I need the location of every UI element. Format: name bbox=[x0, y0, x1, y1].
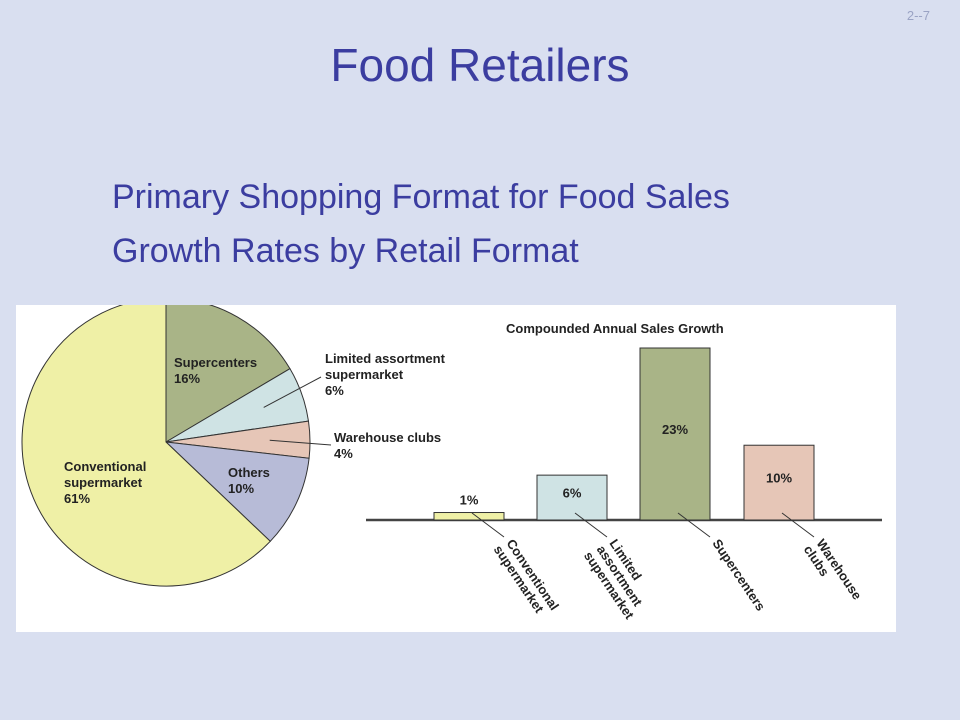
bar-leader-supercenters bbox=[677, 512, 711, 538]
pie-slice-supercenters bbox=[165, 305, 291, 443]
pie-label-warehouse-clubs: Warehouse clubs 4% bbox=[334, 430, 441, 461]
pie-leader-warehouse-clubs bbox=[269, 439, 332, 446]
bar-supercenters bbox=[639, 347, 711, 521]
bar-value-label-supercenters: 23% bbox=[662, 422, 688, 437]
bar-leader-limited-assortment-supermarket bbox=[574, 512, 608, 538]
bar-category-label-warehouse-clubs: Warehouseclubs bbox=[801, 535, 865, 611]
bar-warehouse-clubs bbox=[743, 444, 815, 521]
bar-category-line: Supercenters bbox=[710, 536, 769, 613]
pie-label-conventional-line: 61% bbox=[64, 491, 90, 506]
bar-leader-conventional-supermarket bbox=[471, 512, 505, 538]
bar-limited-assortment-supermarket bbox=[536, 474, 608, 521]
bar-leader-warehouse-clubs bbox=[781, 512, 815, 538]
bar-category-label-conventional-supermarket: Conventionalsupermarket bbox=[491, 535, 562, 621]
bullet-primary-shopping-format: Primary Shopping Format for Food Sales bbox=[112, 178, 730, 216]
pie-label-supercenters-line: Supercenters bbox=[174, 355, 257, 370]
bar-chart: Compounded Annual Sales Growth 1% Conventi… bbox=[366, 321, 882, 622]
pie-label-limited-assortment-line: 6% bbox=[325, 383, 344, 398]
bar-chart-title: Compounded Annual Sales Growth bbox=[506, 321, 724, 336]
pie-label-limited-assortment-line: Limited assortment bbox=[325, 351, 446, 366]
pie-label-limited-assortment: Limited assortment supermarket 6% bbox=[325, 351, 446, 398]
chart-figure: Supercenters 16% Limited assortment superma… bbox=[16, 305, 896, 632]
bar-value-label-limited-assortment-supermarket: 6% bbox=[563, 486, 582, 501]
pie-slice-conventional bbox=[21, 305, 271, 587]
bar-value-label-conventional-supermarket: 1% bbox=[460, 493, 479, 508]
pie-label-others: Others 10% bbox=[228, 465, 270, 496]
pie-slice-others bbox=[164, 441, 310, 543]
bar-category-text: Conventionalsupermarket bbox=[491, 535, 562, 621]
bar-category-text: Limitedassortmentsupermarket bbox=[581, 533, 661, 622]
bar-category-text: Supercenters bbox=[710, 536, 769, 613]
pie-label-conventional: Conventional supermarket 61% bbox=[64, 459, 146, 506]
chart-canvas: Supercenters 16%Limited assortment superma… bbox=[21, 305, 882, 622]
pie-label-others-line: Others bbox=[228, 465, 270, 480]
pie-label-warehouse-clubs-line: Warehouse clubs bbox=[334, 430, 441, 445]
pie-label-warehouse-clubs-line: 4% bbox=[334, 446, 353, 461]
pie-label-limited-assortment-line: supermarket bbox=[325, 367, 404, 382]
pie-leader-limited-assortment bbox=[263, 376, 322, 408]
bullet-growth-rates: Growth Rates by Retail Format bbox=[112, 232, 579, 270]
pie-chart: Supercenters 16%Limited assortment superma… bbox=[21, 305, 446, 587]
bar-category-label-limited-assortment-supermarket: Limitedassortmentsupermarket bbox=[581, 533, 661, 622]
slide-title: Food Retailers bbox=[330, 39, 630, 91]
bar-conventional-supermarket bbox=[433, 512, 505, 521]
pie-label-others-line: 10% bbox=[228, 481, 254, 496]
pie-label-conventional-line: supermarket bbox=[64, 475, 143, 490]
pie-label-supercenters-line: 16% bbox=[174, 371, 200, 386]
slide-number: 2--7 bbox=[906, 8, 930, 23]
pie-label-conventional-line: Conventional bbox=[64, 459, 146, 474]
pie-label-supercenters: Supercenters 16% bbox=[174, 355, 257, 386]
bar-value-label-warehouse-clubs: 10% bbox=[766, 471, 792, 486]
bar-category-text: Warehouseclubs bbox=[801, 535, 865, 611]
bar-category-label-supercenters: Supercenters bbox=[710, 536, 769, 613]
